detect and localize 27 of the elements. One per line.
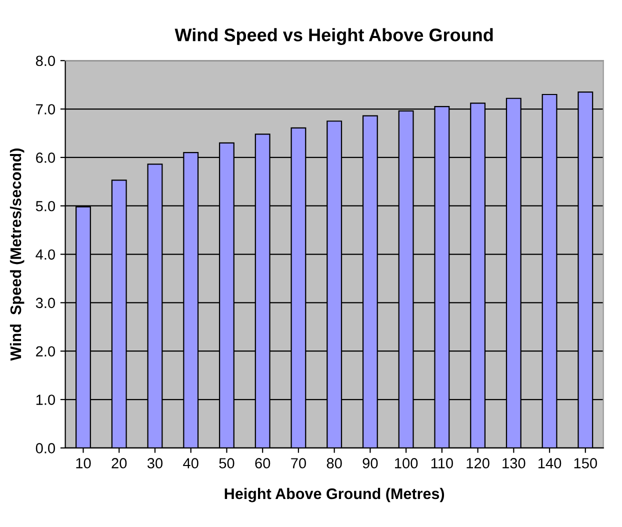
y-tick-label: 5.0 xyxy=(36,200,56,212)
x-tick-label: 20 xyxy=(112,458,127,468)
x-tick-label: 30 xyxy=(147,458,163,468)
x-tick-label: 100 xyxy=(395,458,418,468)
y-tick-label: 6.0 xyxy=(36,152,56,163)
x-tick-label: 80 xyxy=(326,458,342,468)
y-tick-label: 0.0 xyxy=(36,443,56,454)
x-tick-label: 110 xyxy=(431,458,453,468)
x-tick-label: 70 xyxy=(291,458,306,468)
y-tick-label: 3.0 xyxy=(36,298,56,308)
y-tick-label: 2.0 xyxy=(36,346,56,357)
y-tick-label: 8.0 xyxy=(36,56,56,66)
x-axis-title: Height Above Ground (Metres) xyxy=(224,488,444,502)
x-tick-label: 120 xyxy=(466,458,490,468)
y-tick-label: 7.0 xyxy=(36,104,56,114)
x-tick-label: 130 xyxy=(502,458,526,468)
y-axis-title: Wind Speed (Metres/second) xyxy=(10,148,24,361)
x-tick-label: 50 xyxy=(219,458,234,468)
y-tick-label: 4.0 xyxy=(36,249,56,260)
x-tick-label: 90 xyxy=(362,458,378,468)
x-tick-label: 60 xyxy=(255,458,270,468)
y-tick-label: 1.0 xyxy=(36,394,56,405)
x-tick-label: 150 xyxy=(574,458,597,468)
chart-title: Wind Speed vs Height Above Ground xyxy=(174,28,493,45)
x-tick-label: 140 xyxy=(538,458,562,468)
x-tick-label: 10 xyxy=(76,458,91,468)
x-tick-label: 40 xyxy=(183,458,198,468)
